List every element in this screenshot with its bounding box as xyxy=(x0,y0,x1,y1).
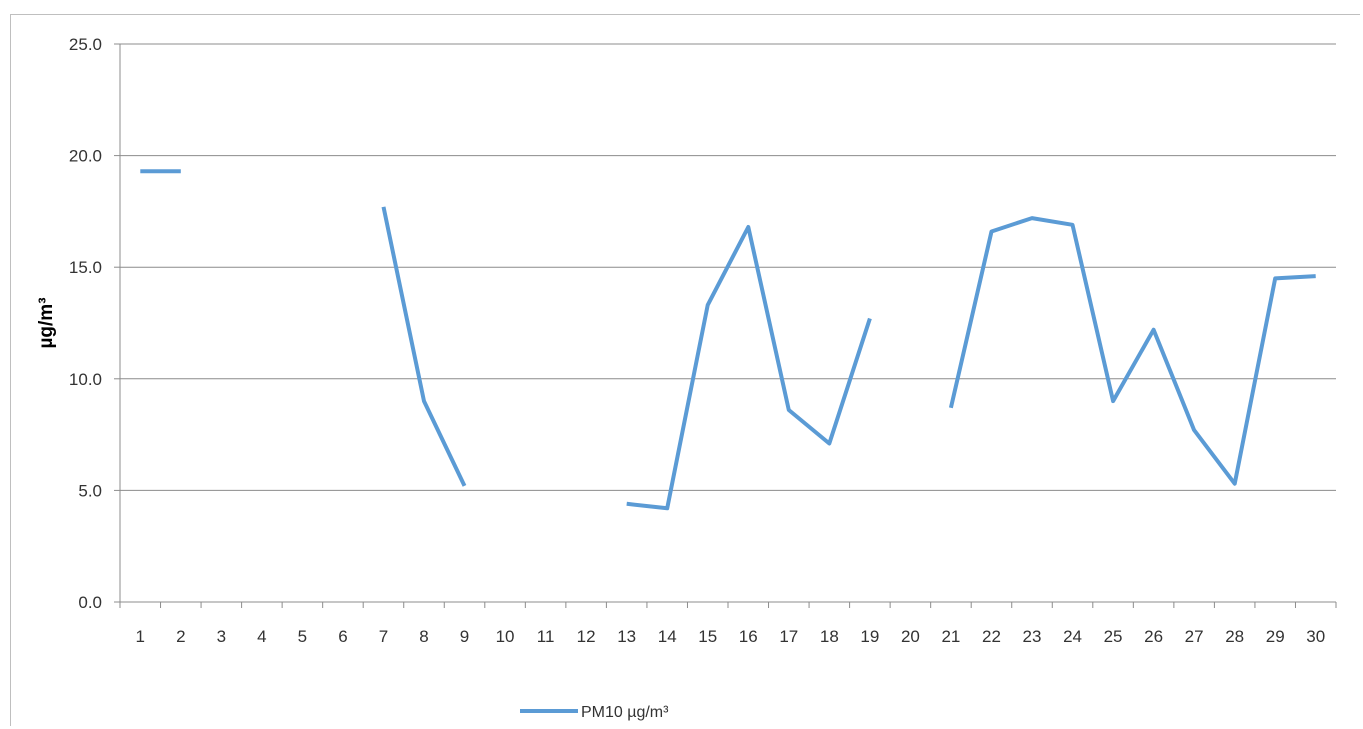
x-tick-label: 2 xyxy=(176,627,185,646)
y-axis-label: µg/m³ xyxy=(36,297,57,348)
x-tick-label: 15 xyxy=(698,627,717,646)
x-tick-label: 4 xyxy=(257,627,266,646)
x-tick-label: 13 xyxy=(617,627,636,646)
x-tick-label: 29 xyxy=(1266,627,1285,646)
x-tick-label: 17 xyxy=(779,627,798,646)
axes xyxy=(119,44,1337,608)
series-lines xyxy=(140,169,1316,511)
y-tick-labels: 0.0 5.0 10.0 15.0 20.0 25.0 xyxy=(69,35,102,612)
x-tick-label: 30 xyxy=(1306,627,1325,646)
x-tick-label: 6 xyxy=(338,627,347,646)
legend-label-pm10: PM10 µg/m³ xyxy=(581,704,669,721)
x-tick-label: 28 xyxy=(1225,627,1244,646)
y-tick-label: 25.0 xyxy=(69,35,102,54)
y-tick-label: 0.0 xyxy=(78,593,102,612)
x-tick-label: 10 xyxy=(496,627,515,646)
x-tick-label: 25 xyxy=(1104,627,1123,646)
series-line-segment xyxy=(381,206,467,487)
x-tick-label: 21 xyxy=(941,627,960,646)
x-tick-label: 24 xyxy=(1063,627,1082,646)
x-tick-label: 23 xyxy=(1023,627,1042,646)
y-tick-label: 10.0 xyxy=(69,370,102,389)
series-line-segment xyxy=(626,225,872,511)
x-tick-label: 27 xyxy=(1185,627,1204,646)
x-tick-label: 18 xyxy=(820,627,839,646)
x-tick-label: 22 xyxy=(982,627,1001,646)
y-tick-label: 15.0 xyxy=(69,258,102,277)
x-tick-label: 26 xyxy=(1144,627,1163,646)
y-tick-label: 20.0 xyxy=(69,147,102,166)
x-tick-label: 12 xyxy=(577,627,596,646)
x-tick-label: 5 xyxy=(298,627,307,646)
x-tick-label: 19 xyxy=(860,627,879,646)
legend: PM10 µg/m³ xyxy=(520,704,669,721)
x-tick-label: 14 xyxy=(658,627,677,646)
x-tick-label: 1 xyxy=(136,627,145,646)
x-tick-label: 9 xyxy=(460,627,469,646)
x-tick-label: 16 xyxy=(739,627,758,646)
x-tick-label: 7 xyxy=(379,627,388,646)
x-tick-label: 20 xyxy=(901,627,920,646)
gridlines xyxy=(114,43,1336,603)
y-tick-label: 5.0 xyxy=(78,481,102,500)
x-tick-label: 11 xyxy=(537,627,555,646)
x-tick-label: 3 xyxy=(217,627,226,646)
chart-frame xyxy=(10,14,1360,726)
x-tick-label: 8 xyxy=(419,627,428,646)
series-line-segment xyxy=(948,216,1316,486)
x-tick-labels: 1 2 3 4 5 6 7 8 9 10 11 12 13 14 15 16 17 18 19 20 21 22 23 24 2… xyxy=(136,627,1326,646)
